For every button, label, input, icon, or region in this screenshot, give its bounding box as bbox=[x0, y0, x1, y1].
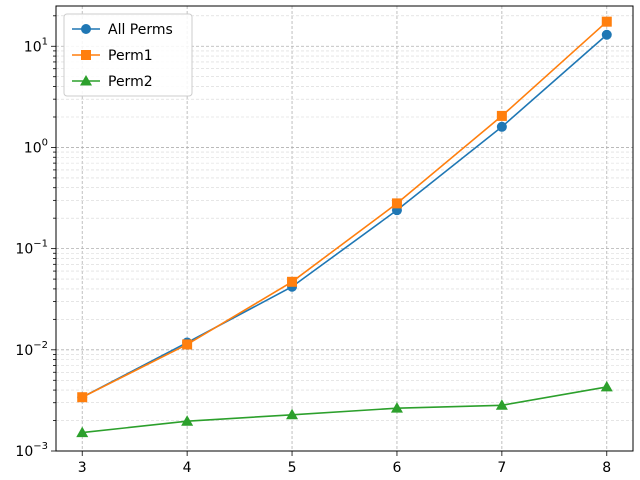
data-point bbox=[601, 16, 612, 27]
x-tick-label: 7 bbox=[497, 460, 506, 476]
data-point bbox=[496, 110, 507, 121]
data-point bbox=[391, 198, 402, 209]
data-point bbox=[181, 415, 194, 426]
data-point bbox=[182, 339, 193, 350]
legend: All Perms Perm1 Perm2 bbox=[63, 13, 193, 97]
series-line bbox=[82, 386, 607, 434]
plot-frame bbox=[55, 5, 634, 452]
data-point bbox=[601, 29, 612, 40]
data-point bbox=[390, 402, 403, 413]
y-tick-label: 101 bbox=[24, 36, 48, 55]
data-point bbox=[287, 276, 298, 287]
series-lines bbox=[76, 16, 613, 438]
y-tick-label: 10−2 bbox=[15, 340, 48, 359]
series-line bbox=[81, 34, 608, 398]
legend-marker bbox=[81, 50, 91, 60]
legend-label: Perm1 bbox=[108, 48, 153, 64]
axis-ticks: 3 4 5 6 7 8 10−3 10−2 10−1 100 101 bbox=[15, 15, 611, 476]
legend-marker bbox=[80, 75, 92, 86]
x-tick-label: 8 bbox=[602, 460, 611, 476]
y-tick-label: 100 bbox=[24, 137, 48, 156]
x-tick-label: 4 bbox=[183, 460, 192, 476]
data-point bbox=[496, 121, 507, 132]
x-tick-label: 5 bbox=[288, 460, 297, 476]
legend-item: All Perms bbox=[72, 22, 173, 38]
data-point bbox=[77, 392, 88, 403]
data-point bbox=[495, 399, 508, 410]
data-point bbox=[286, 408, 299, 420]
legend-marker bbox=[81, 24, 91, 34]
legend-label: Perm2 bbox=[108, 74, 153, 90]
legend-item: Perm2 bbox=[72, 74, 153, 90]
legend-label: All Perms bbox=[108, 22, 173, 38]
x-tick-label: 3 bbox=[78, 460, 87, 476]
legend-item: Perm1 bbox=[72, 48, 153, 64]
series-3 bbox=[76, 380, 613, 438]
data-point bbox=[600, 380, 613, 392]
y-tick-label: 10−1 bbox=[15, 239, 48, 258]
y-tick-label: 10−3 bbox=[15, 441, 48, 460]
grid bbox=[56, 6, 633, 452]
data-point bbox=[76, 426, 89, 438]
series-line bbox=[81, 21, 608, 398]
x-tick-label: 6 bbox=[392, 460, 401, 476]
series-2 bbox=[77, 16, 612, 403]
legend-box bbox=[63, 13, 193, 97]
